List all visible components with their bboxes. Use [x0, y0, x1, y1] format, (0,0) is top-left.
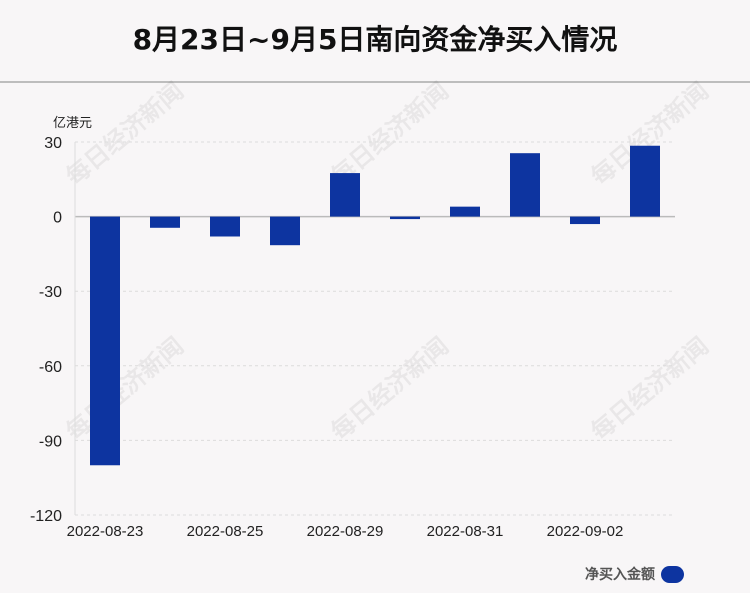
x-tick-label: 2022-09-02: [547, 523, 624, 540]
y-tick-label: -30: [39, 284, 62, 301]
chart-title: 8月23日~9月5日南向资金净买入情况: [132, 23, 618, 56]
bar-2022-08-30: [390, 216, 420, 220]
watermark-text: 每日经济新闻: [60, 331, 189, 446]
bar-2022-09-05: [630, 145, 660, 217]
y-tick-label: 30: [44, 135, 62, 152]
x-tick-label: 2022-08-29: [307, 523, 384, 540]
y-tick-label: -60: [39, 359, 62, 376]
x-tick-label: 2022-08-25: [187, 523, 264, 540]
gridlines: [74, 141, 675, 516]
legend-label: 净买入金额: [585, 567, 655, 583]
title-divider: [0, 81, 750, 83]
bar-series: [90, 145, 660, 466]
bar-2022-09-01: [510, 153, 540, 217]
y-tick-label: -120: [30, 508, 62, 525]
bar-2022-08-24: [150, 216, 180, 228]
watermark-text: 每日经济新闻: [60, 76, 189, 191]
legend-swatch: [661, 565, 684, 583]
bar-2022-08-31: [450, 206, 480, 217]
watermark-text: 每日经济新闻: [325, 331, 454, 446]
watermark-text: 每日经济新闻: [585, 331, 714, 446]
legend: 净买入金额: [585, 564, 684, 584]
y-tick-label: 0: [53, 210, 62, 227]
bar-2022-08-29: [330, 173, 360, 217]
x-tick-label: 2022-08-31: [427, 523, 504, 540]
x-tick-label: 2022-08-23: [67, 523, 144, 540]
y-axis-unit-label: 亿港元: [53, 116, 93, 131]
bar-2022-08-26: [270, 216, 300, 246]
bar-2022-09-02: [570, 216, 600, 225]
y-tick-label: -90: [39, 433, 62, 450]
x-axis-ticks: 2022-08-23 2022-08-25 2022-08-29 2022-08-31…: [67, 523, 624, 540]
y-axis-ticks: 30 0 -30 -60 -90 -120: [30, 135, 62, 525]
bar-2022-08-23: [90, 216, 120, 466]
bar-2022-08-25: [210, 216, 240, 237]
